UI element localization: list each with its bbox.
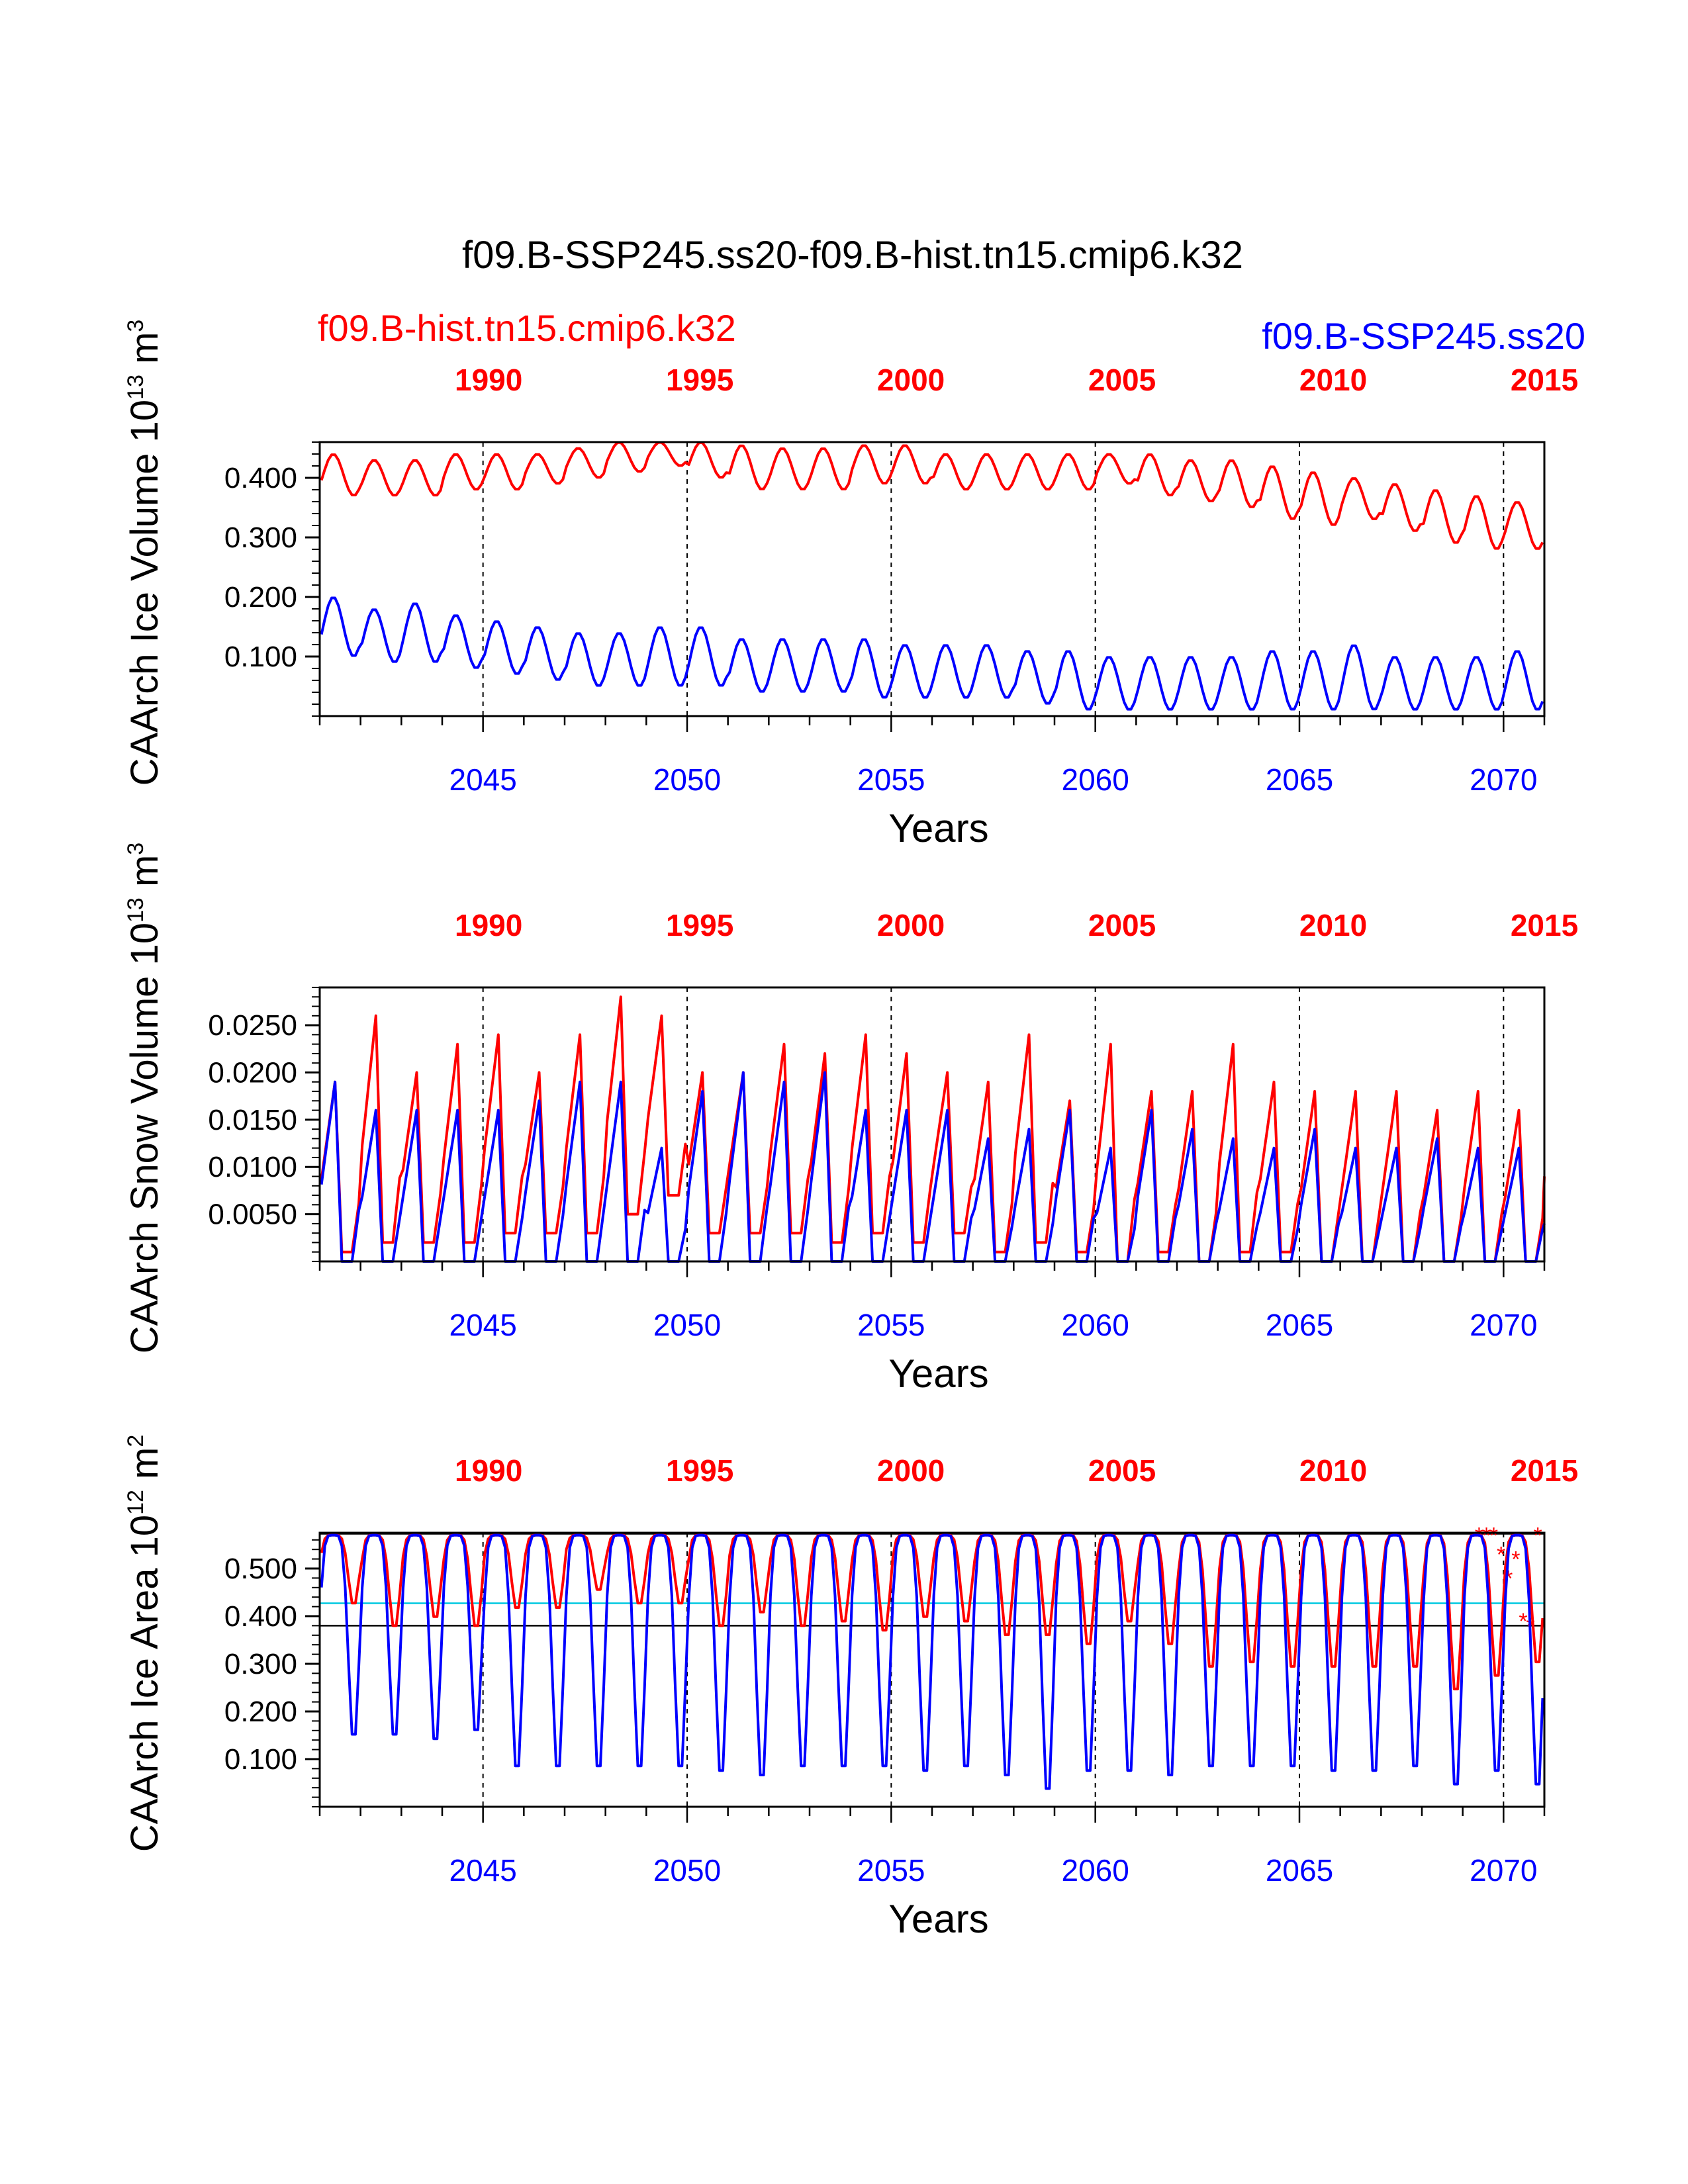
end-marker: *: [1497, 1542, 1505, 1567]
x-axis-label: Years: [888, 806, 988, 850]
series-line-blue: [320, 596, 1544, 711]
ytick-label: 0.400: [224, 1600, 297, 1633]
legend-red-case: f09.B-hist.tn15.cmip6.k32: [318, 307, 736, 349]
ytick-label: 0.500: [224, 1553, 297, 1585]
ice-volume-panel: 0.100 0.200 0.300 0.400 2045 2050 2055 2060 2065…: [123, 320, 1578, 850]
xtick-top-label: 2015: [1511, 363, 1578, 397]
series-line-blue: [320, 1071, 1546, 1263]
xtick-top-label: 1995: [666, 363, 733, 397]
xtick-bottom-label: 2055: [857, 1308, 925, 1342]
ytick-label: 0.100: [224, 1743, 297, 1776]
xtick-bottom-label: 2060: [1061, 1308, 1129, 1342]
xtick-bottom-label: 2045: [449, 762, 516, 797]
ytick-label: 0.0050: [208, 1199, 297, 1231]
xtick-bottom-label: 2060: [1061, 762, 1129, 797]
xtick-top-label: 2005: [1088, 908, 1156, 942]
series-line-blue: [320, 1533, 1544, 1790]
xtick-bottom-label: 2050: [653, 1853, 721, 1888]
xtick-bottom-label: 2055: [857, 1853, 925, 1888]
xtick-bottom-label: 2070: [1470, 1853, 1537, 1888]
xtick-bottom-label: 2070: [1470, 762, 1537, 797]
plot-frame: [318, 441, 1546, 717]
series-line-red: [320, 995, 1546, 1263]
xtick-bottom-label: 2050: [653, 1308, 721, 1342]
xtick-top-label: 2000: [877, 908, 945, 942]
xtick-top-label: 2005: [1088, 1453, 1156, 1488]
xtick-bottom-label: 2070: [1470, 1308, 1537, 1342]
x-axis-label: Years: [888, 1351, 988, 1396]
xtick-bottom-label: 2065: [1266, 1853, 1333, 1888]
xtick-bottom-label: 2065: [1266, 762, 1333, 797]
xtick-top-label: 2000: [877, 1453, 945, 1488]
ytick-label: 0.100: [224, 641, 297, 673]
ytick-label: 0.0150: [208, 1104, 297, 1136]
snow-volume-panel: 0.0050 0.0100 0.0150 0.0200 0.0250 2045 2050 20…: [123, 842, 1578, 1396]
y-axis-label: CAArch Ice Area 1012 m2: [123, 1435, 166, 1852]
xtick-top-label: 2015: [1511, 908, 1578, 942]
series-line-red: [320, 441, 1544, 550]
xtick-bottom-label: 2045: [449, 1308, 516, 1342]
legend-blue-case: f09.B-SSP245.ss20: [1262, 315, 1585, 357]
xtick-bottom-label: 2060: [1061, 1853, 1129, 1888]
ytick-label: 0.400: [224, 462, 297, 494]
xtick-top-label: 1990: [455, 1453, 522, 1488]
xtick-top-label: 1990: [455, 908, 522, 942]
xtick-top-label: 2005: [1088, 363, 1156, 397]
end-marker: *: [1534, 1524, 1542, 1549]
xtick-bottom-label: 2045: [449, 1853, 516, 1888]
xtick-bottom-label: 2050: [653, 762, 721, 797]
xtick-top-label: 2010: [1299, 908, 1367, 942]
end-marker: *: [1519, 1609, 1527, 1634]
ytick-label: 0.0200: [208, 1056, 297, 1089]
xtick-top-label: 1990: [455, 363, 522, 397]
end-marker: *: [1489, 1524, 1498, 1549]
ytick-label: 0.300: [224, 1648, 297, 1680]
y-axis-label: CAArch Ice Volume 1013 m3: [123, 320, 166, 786]
ytick-label: 0.200: [224, 581, 297, 614]
ytick-label: 0.300: [224, 522, 297, 554]
y-axis-label: CAArch Snow Volume 1013 m3: [123, 842, 166, 1353]
x-axis-label: Years: [888, 1897, 988, 1941]
figure-title: f09.B-SSP245.ss20-f09.B-hist.tn15.cmip6.…: [462, 234, 1243, 277]
ytick-label: 0.0250: [208, 1009, 297, 1042]
end-marker: *: [1511, 1547, 1520, 1572]
series-line-red: [320, 1533, 1544, 1691]
xtick-bottom-label: 2065: [1266, 1308, 1333, 1342]
xtick-bottom-label: 2055: [857, 762, 925, 797]
ytick-label: 0.200: [224, 1696, 297, 1728]
xtick-top-label: 2010: [1299, 363, 1367, 397]
xtick-top-label: 2015: [1511, 1453, 1578, 1488]
xtick-top-label: 1995: [666, 908, 733, 942]
xtick-top-label: 1995: [666, 1453, 733, 1488]
ytick-label: 0.0100: [208, 1151, 297, 1183]
xtick-top-label: 2000: [877, 363, 945, 397]
xtick-top-label: 2010: [1299, 1453, 1367, 1488]
